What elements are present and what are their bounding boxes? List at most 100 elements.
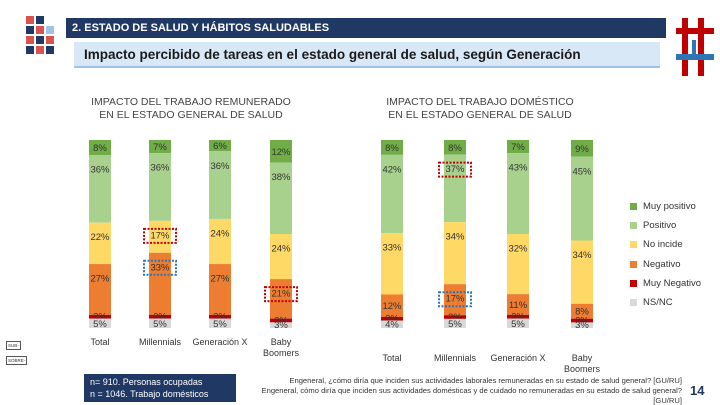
legend-swatch bbox=[630, 279, 637, 287]
legend-label: Muy positivo bbox=[643, 201, 696, 213]
bar-2-baby-boomers-muy-positivo bbox=[571, 140, 593, 157]
bar-1-total-muy-positivo bbox=[89, 140, 111, 156]
data-label-1-baby-boomers-muy-negativo: 2% bbox=[274, 315, 288, 326]
bar-1-generaci-n-x-muy-negativo bbox=[209, 314, 231, 319]
highlight-box-1-millennials-no-incide bbox=[143, 227, 177, 244]
bar-2-millennials-positivo bbox=[444, 154, 466, 223]
institution-logo-left bbox=[26, 16, 54, 54]
data-label-2-baby-boomers-positivo: 45% bbox=[572, 166, 592, 177]
bar-1-millennials-negativo bbox=[149, 252, 171, 315]
data-label-2-total-positivo: 42% bbox=[382, 164, 402, 175]
bar-2-millennials-ns-nc bbox=[444, 318, 466, 328]
legend-label: No incide bbox=[643, 239, 683, 251]
bar-1-total-no-incide bbox=[89, 222, 111, 265]
data-label-2-baby-boomers-muy-positivo: 9% bbox=[575, 144, 589, 155]
data-label-2-millennials-muy-negativo: 2% bbox=[448, 312, 462, 323]
legend-item-positivo: Positivo bbox=[630, 216, 701, 235]
bar-1-generaci-n-x-muy-positivo bbox=[209, 140, 231, 152]
data-label-1-generaci-n-x-muy-negativo: 2% bbox=[213, 312, 227, 323]
bar-2-generaci-n-x-muy-negativo bbox=[507, 314, 529, 319]
data-label-2-millennials-no-incide: 34% bbox=[445, 232, 465, 243]
category-label-1-millennials: Millennials bbox=[139, 337, 182, 347]
legend-label: NS/NC bbox=[643, 297, 673, 309]
data-label-1-generaci-n-x-positivo: 36% bbox=[210, 161, 230, 172]
data-label-1-total-no-incide: 22% bbox=[90, 232, 110, 243]
bar-1-millennials-muy-negativo bbox=[149, 314, 171, 319]
data-label-2-baby-boomers-no-incide: 34% bbox=[572, 250, 592, 261]
page-number: 14 bbox=[690, 383, 705, 398]
bar-1-baby-boomers-negativo bbox=[270, 279, 292, 319]
data-label-1-millennials-muy-positivo: 7% bbox=[153, 142, 167, 153]
data-label-1-millennials-muy-negativo: 2% bbox=[153, 312, 167, 323]
data-label-2-total-negativo: 12% bbox=[382, 301, 402, 312]
data-label-2-generaci-n-x-positivo: 43% bbox=[508, 163, 528, 174]
data-label-2-generaci-n-x-no-incide: 32% bbox=[508, 244, 528, 255]
bar-2-generaci-n-x-muy-positivo bbox=[507, 140, 529, 154]
category-label-2-baby-boomers-2: Boomers bbox=[564, 364, 601, 374]
data-label-1-millennials-negativo: 33% bbox=[150, 262, 170, 273]
data-label-2-generaci-n-x-ns-nc: 5% bbox=[511, 319, 525, 330]
data-label-2-total-muy-positivo: 8% bbox=[385, 143, 399, 154]
bar-1-generaci-n-x-no-incide bbox=[209, 218, 231, 265]
data-label-2-baby-boomers-negativo: 8% bbox=[575, 307, 589, 318]
highlight-box-2-millennials-negativo bbox=[438, 291, 472, 308]
category-label-1-baby-boomers: Baby bbox=[271, 337, 292, 347]
legend-swatch bbox=[630, 260, 637, 268]
bar-2-baby-boomers-ns-nc bbox=[571, 322, 593, 328]
highlight-box-1-millennials-negativo bbox=[143, 259, 177, 276]
legend-item-muy-negativo: Muy Negativo bbox=[630, 274, 701, 293]
data-label-2-generaci-n-x-muy-positivo: 7% bbox=[511, 142, 525, 153]
category-label-1-total: Total bbox=[90, 337, 109, 347]
legend-label: Positivo bbox=[643, 220, 677, 232]
data-label-1-total-muy-positivo: 8% bbox=[93, 143, 107, 154]
data-label-2-millennials-positivo: 37% bbox=[445, 164, 465, 175]
data-label-1-generaci-n-x-negativo: 27% bbox=[210, 274, 230, 285]
data-label-2-baby-boomers-ns-nc: 3% bbox=[575, 320, 589, 331]
bar-2-baby-boomers-no-incide bbox=[571, 240, 593, 304]
data-label-2-generaci-n-x-muy-negativo: 2% bbox=[511, 312, 525, 323]
bar-2-total-negativo bbox=[381, 294, 403, 317]
bar-2-total-ns-nc bbox=[381, 320, 403, 328]
slide-subtitle: Impacto percibido de tareas en el estado… bbox=[74, 42, 660, 68]
data-label-1-total-negativo: 27% bbox=[90, 274, 110, 285]
category-label-1-generaci-n-x: Generación X bbox=[192, 337, 247, 347]
bar-1-total-positivo bbox=[89, 155, 111, 223]
data-label-1-baby-boomers-no-incide: 24% bbox=[271, 244, 291, 255]
legend-swatch bbox=[630, 299, 637, 307]
category-label-2-millennials: Millennials bbox=[434, 353, 477, 363]
legend: Muy positivo Positivo No incide Negativo Muy… bbox=[630, 197, 701, 312]
category-label-2-baby-boomers: Baby bbox=[572, 353, 593, 363]
legend-swatch bbox=[630, 203, 637, 211]
bar-2-baby-boomers-negativo bbox=[571, 303, 593, 319]
data-label-2-baby-boomers-muy-negativo: 2% bbox=[575, 316, 589, 327]
survey-question: Engeneral, ¿cómo diría que inciden sus a… bbox=[261, 376, 682, 405]
bar-1-baby-boomers-muy-positivo bbox=[270, 140, 292, 163]
data-label-2-millennials-ns-nc: 5% bbox=[448, 319, 462, 330]
data-label-1-baby-boomers-positivo: 38% bbox=[271, 172, 291, 183]
data-label-1-total-positivo: 36% bbox=[90, 165, 110, 176]
bar-1-baby-boomers-positivo bbox=[270, 162, 292, 234]
bar-1-generaci-n-x-positivo bbox=[209, 151, 231, 219]
bar-2-total-muy-negativo bbox=[381, 316, 403, 321]
data-label-1-total-ns-nc: 5% bbox=[93, 319, 107, 330]
bar-1-total-muy-negativo bbox=[89, 314, 111, 319]
legend-label: Negativo bbox=[643, 258, 681, 270]
data-label-1-baby-boomers-muy-positivo: 12% bbox=[271, 147, 291, 158]
bar-1-generaci-n-x-negativo bbox=[209, 264, 231, 315]
legend-item-negativo: Negativo bbox=[630, 255, 701, 274]
bar-2-baby-boomers-positivo bbox=[571, 156, 593, 241]
bar-1-millennials-muy-positivo bbox=[149, 140, 171, 154]
bar-2-total-muy-positivo bbox=[381, 140, 403, 155]
bar-2-baby-boomers-muy-negativo bbox=[571, 318, 593, 323]
section-header: 2. ESTADO DE SALUD Y HÁBITOS SALUDABLES bbox=[66, 18, 666, 38]
institution-logo-right bbox=[676, 18, 714, 76]
data-label-1-generaci-n-x-muy-positivo: 6% bbox=[213, 141, 227, 152]
legend-item-ns-nc: NS/NC bbox=[630, 293, 701, 312]
badge-label-2: SOBRE- bbox=[6, 356, 28, 365]
bar-1-generaci-n-x-ns-nc bbox=[209, 318, 231, 328]
highlight-box-2-millennials-positivo bbox=[438, 161, 472, 178]
data-label-2-millennials-muy-positivo: 8% bbox=[448, 143, 462, 154]
bar-2-total-no-incide bbox=[381, 233, 403, 295]
bar-2-millennials-muy-positivo bbox=[444, 140, 466, 155]
